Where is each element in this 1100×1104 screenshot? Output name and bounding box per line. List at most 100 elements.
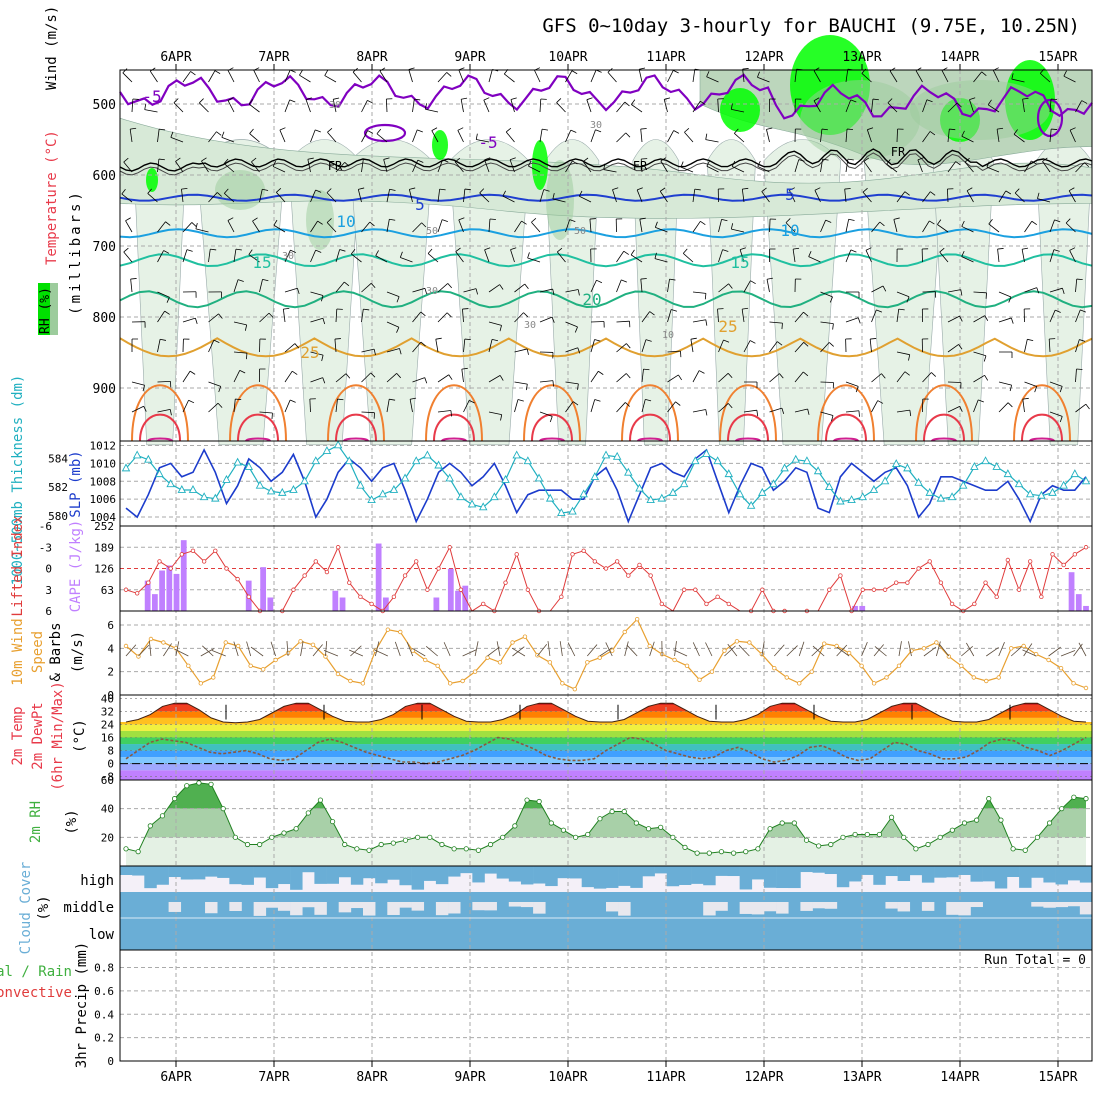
- rh-point: [804, 838, 808, 842]
- rh-point: [598, 817, 602, 821]
- rh-point: [294, 827, 298, 831]
- wind-speed-point: [361, 682, 365, 686]
- lifted-point: [359, 595, 363, 599]
- rh-point: [950, 828, 954, 832]
- cloud-high-cell: [412, 866, 424, 890]
- contour-label: 15: [252, 253, 271, 272]
- cloud-mid-cell: [314, 902, 326, 915]
- cape-bar: [181, 540, 187, 611]
- lifted-point: [370, 602, 374, 606]
- lifted-point: [392, 595, 396, 599]
- cloud-high-cell: [910, 866, 922, 875]
- lifted-point: [1062, 563, 1066, 567]
- lifted-point: [526, 588, 530, 592]
- pressure-axis-label: (millibars): [68, 189, 84, 315]
- date-label-bottom: 12APR: [744, 1070, 783, 1085]
- cloud-high-cell: [242, 866, 254, 885]
- rh-point: [731, 851, 735, 855]
- wind-speed-point: [648, 644, 652, 648]
- lifted-point: [303, 574, 307, 578]
- cloud-high-cell: [922, 866, 934, 883]
- wind-barb-flag: [246, 353, 247, 359]
- cloud-high-cell: [813, 866, 825, 873]
- cloud-high-cell: [861, 866, 873, 875]
- rh-contour-label: 30: [329, 100, 341, 111]
- rh-tick: 60: [101, 774, 114, 787]
- lifted-point: [481, 602, 485, 606]
- temp-tick: 40: [101, 692, 114, 705]
- cloud-mid-cell: [448, 902, 460, 913]
- cape-bar: [340, 598, 346, 611]
- lifted-point: [760, 588, 764, 592]
- wind-tick: 2: [107, 666, 114, 679]
- lifted-point: [169, 567, 173, 571]
- cloud-mid-cell: [290, 902, 302, 915]
- rh-point: [245, 842, 249, 846]
- cloud-mid-cell: [278, 902, 290, 911]
- wind-barb: [770, 219, 771, 232]
- wind-axis-label-4: (m/s): [70, 631, 86, 673]
- cloud-high-cell: [533, 866, 545, 884]
- rh-point: [634, 821, 638, 825]
- precip-axis-label: 3hr Precip (mm): [74, 942, 90, 1068]
- cloud-mid-cell: [399, 902, 411, 908]
- cloud-high-cell: [728, 866, 740, 876]
- rh-tick: 20: [101, 831, 114, 844]
- rh-point: [172, 796, 176, 800]
- rh-point: [780, 821, 784, 825]
- wind-speed-point: [561, 682, 565, 686]
- cloud-level-label: low: [89, 927, 115, 943]
- lifted-point: [582, 549, 586, 553]
- wind-speed-point: [386, 628, 390, 632]
- slp-tick: 1012: [90, 439, 117, 452]
- rh-patch: [215, 170, 265, 210]
- rh-point: [440, 842, 444, 846]
- rh-contour-label: 50: [574, 226, 586, 237]
- rh-point: [476, 848, 480, 852]
- lifted-point: [247, 595, 251, 599]
- rh-point: [367, 848, 371, 852]
- wind-speed-point: [598, 656, 602, 660]
- wind-speed-point: [897, 664, 901, 668]
- rh-contour-label: 50: [426, 226, 438, 237]
- temp-tick: 16: [101, 732, 114, 745]
- cape-bar: [455, 591, 461, 611]
- cloud-high-cell: [570, 866, 582, 878]
- cloud-mid-cell: [521, 902, 533, 907]
- cloud-high-cell: [582, 866, 594, 887]
- rh-point: [197, 781, 201, 785]
- wind-speed-point: [1059, 666, 1063, 670]
- lifted-point: [403, 574, 407, 578]
- wind-speed-point: [486, 656, 490, 660]
- cloud-high-cell: [485, 866, 497, 874]
- lifted-point: [147, 581, 151, 585]
- date-label-bottom: 13APR: [842, 1070, 881, 1085]
- temp-band: [120, 738, 1092, 745]
- cloud-high-cell: [594, 866, 606, 889]
- cloud-high-cell: [971, 866, 983, 882]
- rh-point: [209, 782, 213, 786]
- lifted-point: [1040, 595, 1044, 599]
- cloud-high-cell: [703, 866, 715, 885]
- cloud-high-cell: [205, 866, 217, 877]
- cloud-mid-cell: [509, 902, 521, 907]
- lifted-point: [827, 588, 831, 592]
- cape-bar: [433, 598, 439, 611]
- rh-point: [1084, 796, 1088, 800]
- lifted-point: [180, 553, 184, 557]
- wind-speed-point: [748, 641, 752, 645]
- wind-speed-point: [773, 666, 777, 670]
- wind-speed-point: [997, 676, 1001, 680]
- cloud-high-cell: [448, 866, 460, 877]
- cloud-high-cell: [509, 866, 521, 882]
- rh-point: [768, 827, 772, 831]
- lifted-point: [839, 574, 843, 578]
- wind-axis-label-3: & Barbs: [48, 622, 64, 681]
- temp-tick: 24: [101, 718, 115, 731]
- wind-barb-flag: [782, 323, 783, 329]
- rh-contour-label: 30: [426, 286, 438, 297]
- wind-speed-point: [960, 664, 964, 668]
- cape-bar: [332, 591, 338, 611]
- lifted-point: [225, 567, 229, 571]
- slp-axis-label: SLP (mb): [68, 450, 84, 517]
